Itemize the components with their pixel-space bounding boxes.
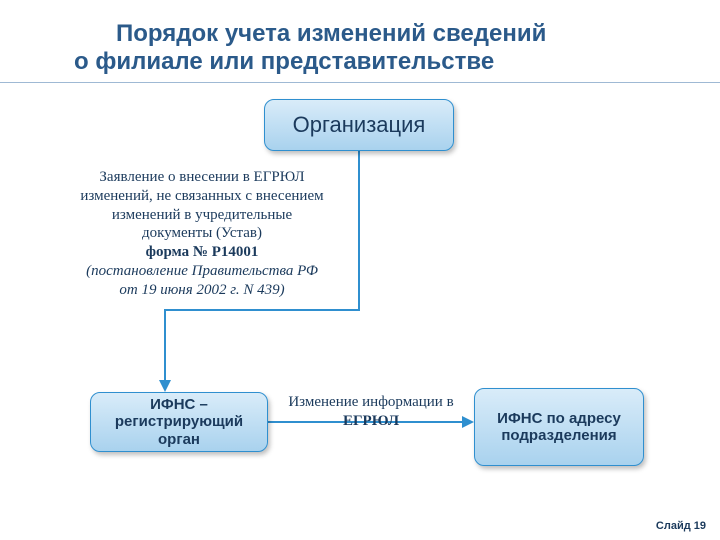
- annot-line-bold: форма № Р14001: [57, 243, 347, 262]
- annot-mid-line2: ЕГРЮЛ: [286, 412, 456, 431]
- title-line2: о филиале или представительстве: [74, 48, 494, 76]
- slide-footer: Слайд 19: [656, 520, 706, 532]
- annot-line: Заявление о внесении в ЕГРЮЛ: [57, 168, 347, 187]
- annot-line-italic: (постановление Правительства РФ: [57, 262, 347, 281]
- node-organization: Организация: [264, 99, 454, 151]
- annot-mid-line1: Изменение информации в: [286, 393, 456, 412]
- annotation-application: Заявление о внесении в ЕГРЮЛ изменений, …: [57, 168, 347, 299]
- annotation-egrul-change: Изменение информации в ЕГРЮЛ: [286, 393, 456, 431]
- footer-number: 19: [694, 520, 706, 532]
- node-ifns-address-label: ИФНС по адресу подразделения: [479, 410, 639, 445]
- title-divider: [0, 82, 720, 83]
- annot-line-italic: от 19 июня 2002 г. N 439): [57, 281, 347, 300]
- node-ifns-registering-label: ИФНС – регистрирующий орган: [95, 396, 263, 448]
- title-line1: Порядок учета изменений сведений: [116, 20, 546, 48]
- annot-line: документы (Устав): [57, 224, 347, 243]
- annot-line: изменений, не связанных с внесением: [57, 187, 347, 206]
- node-ifns-registering: ИФНС – регистрирующий орган: [90, 392, 268, 452]
- footer-prefix: Слайд: [656, 520, 694, 532]
- node-ifns-address: ИФНС по адресу подразделения: [474, 388, 644, 466]
- annot-line: изменений в учредительные: [57, 206, 347, 225]
- node-organization-label: Организация: [293, 112, 426, 138]
